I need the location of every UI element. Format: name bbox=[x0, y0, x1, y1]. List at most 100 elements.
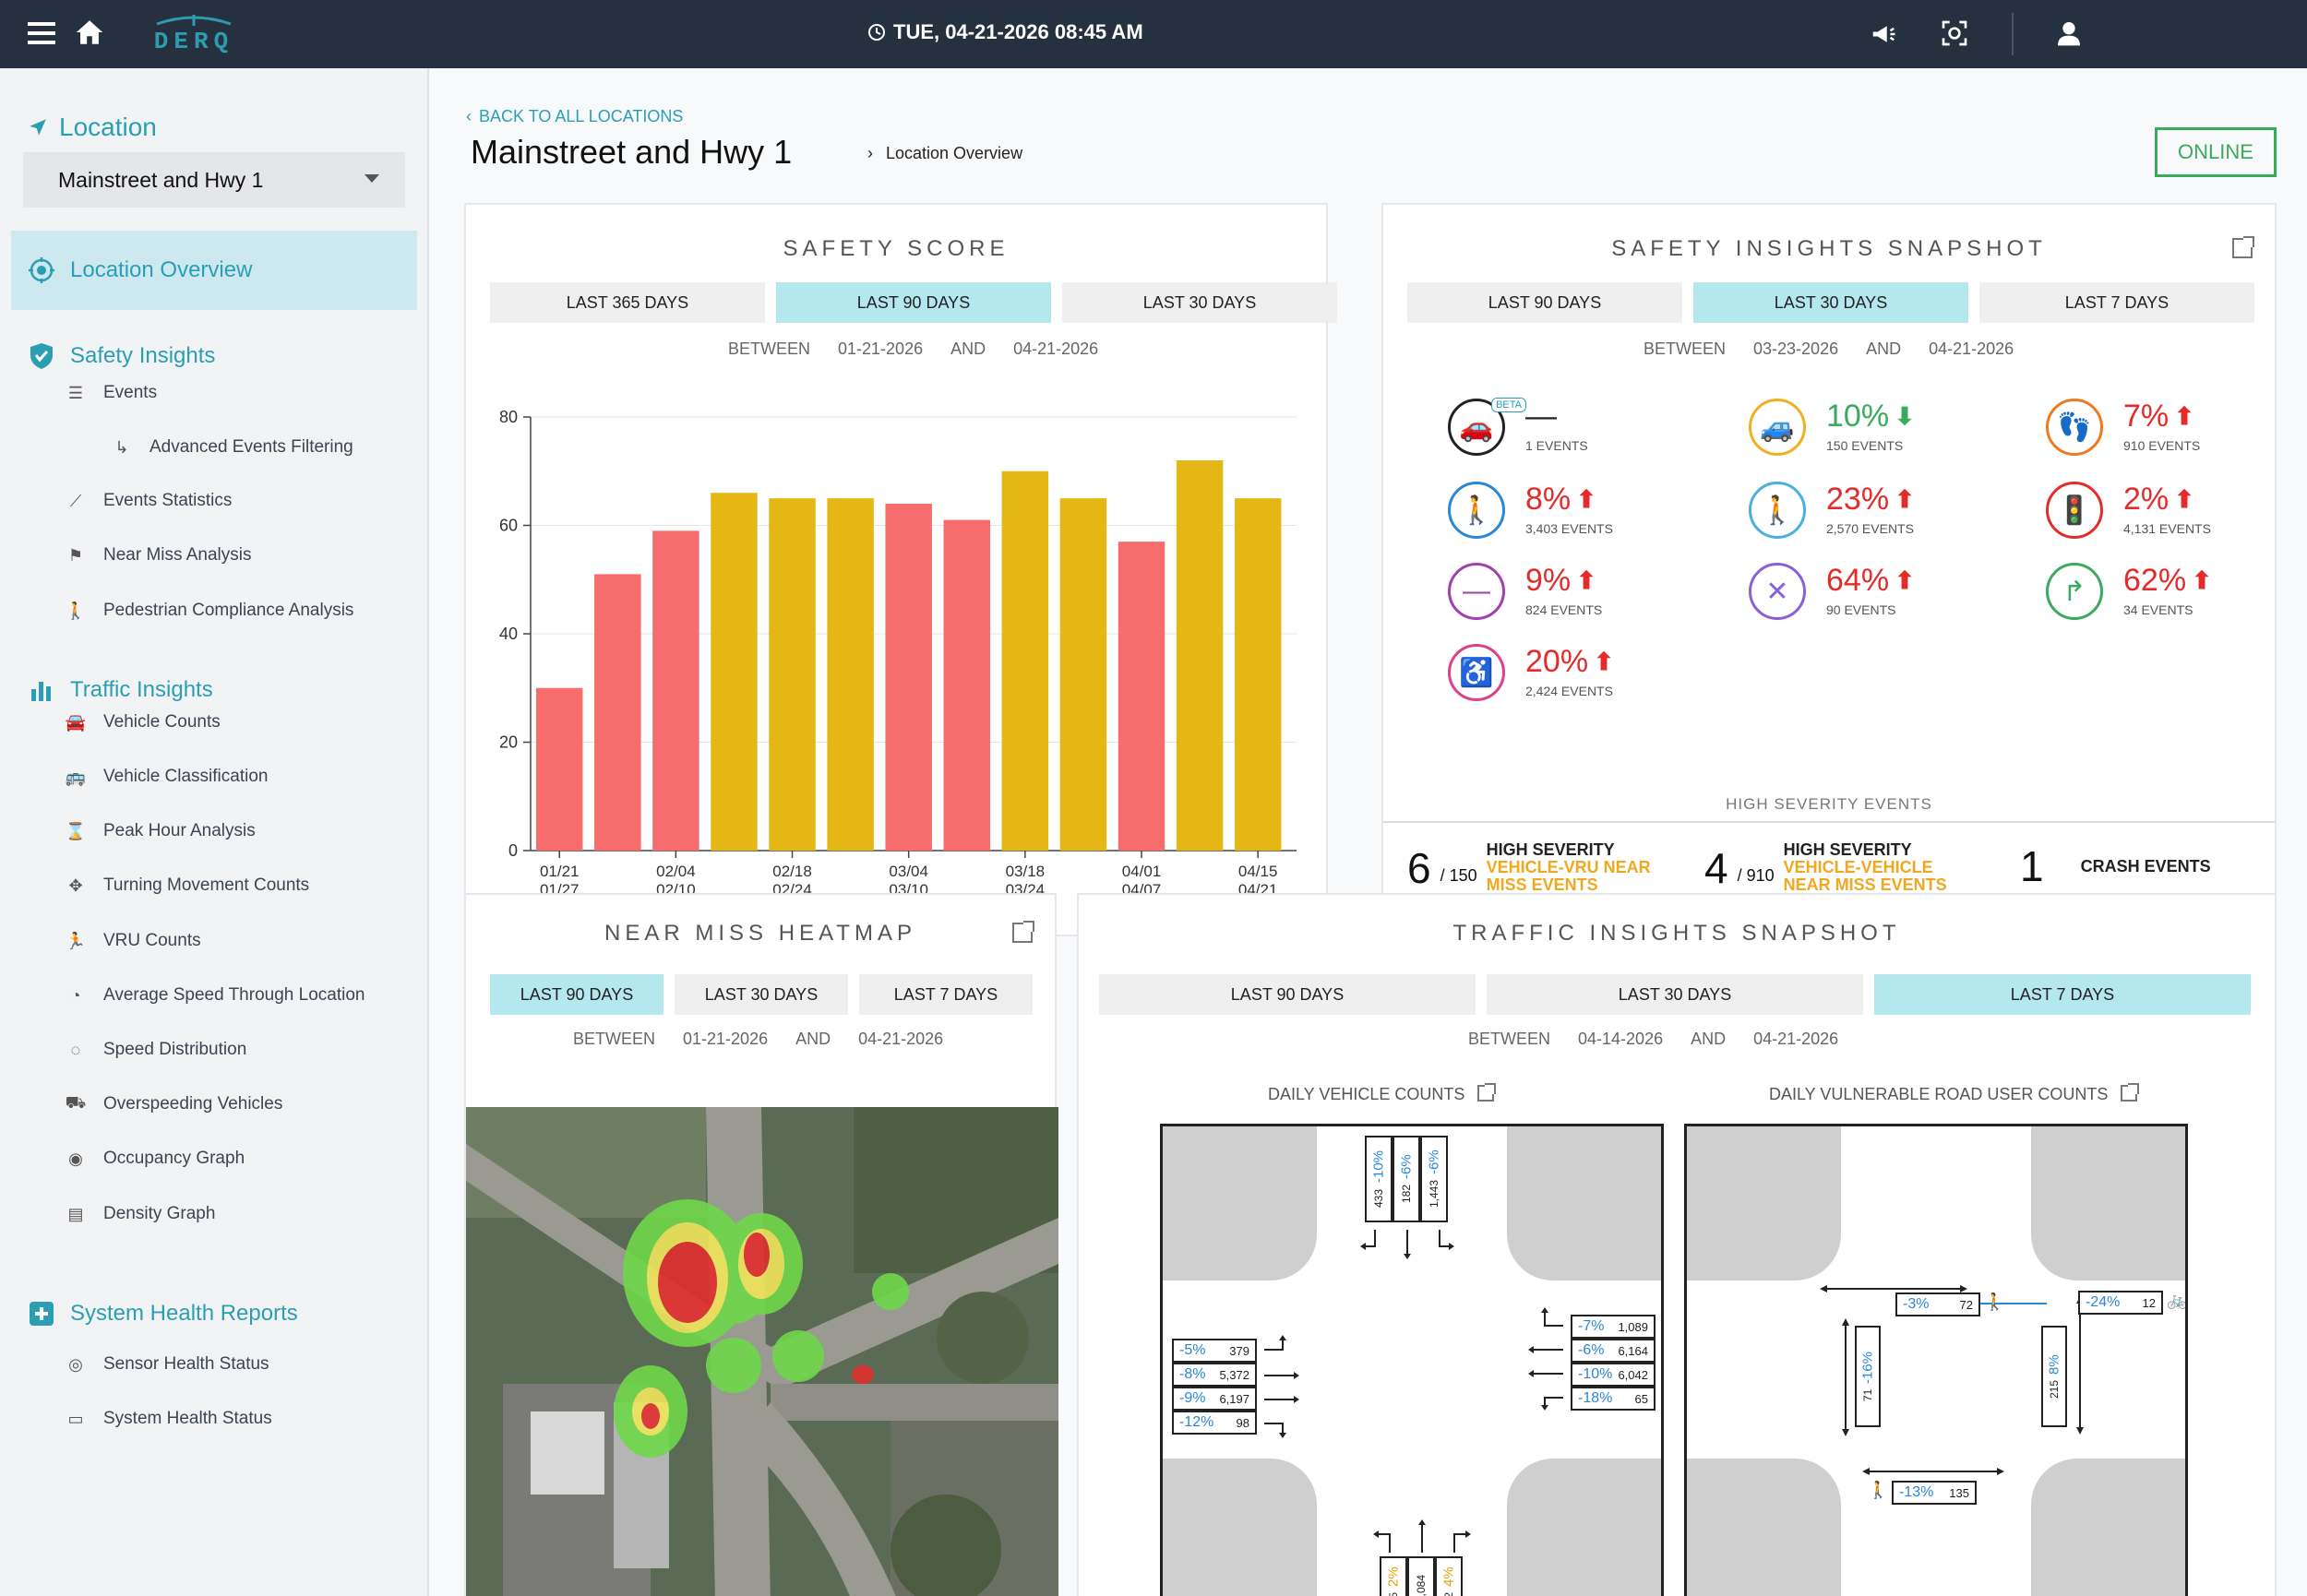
tab-last-30-days[interactable]: LAST 30 DAYS bbox=[1062, 282, 1337, 323]
nav-safety-insights[interactable]: Safety Insights bbox=[11, 338, 417, 375]
chart-bar bbox=[711, 493, 758, 851]
tab-last-30-days[interactable]: LAST 30 DAYS bbox=[1693, 282, 1968, 323]
nav-vehicle-counts[interactable]: 🚘 Vehicle Counts bbox=[65, 711, 221, 733]
vehicle-label-line3: NEAR MISS EVENTS bbox=[1783, 875, 1947, 894]
bicycle-icon: 🚲 bbox=[2167, 1291, 2188, 1309]
speedometer-icon: ◔ bbox=[70, 985, 81, 1005]
no-entry-icon: — bbox=[1448, 563, 1505, 620]
nav-system-health-reports[interactable]: System Health Reports bbox=[11, 1295, 417, 1332]
breadcrumb-label: Location Overview bbox=[886, 144, 1023, 162]
nav-near-miss-analysis[interactable]: ⚑ Near Miss Analysis bbox=[65, 544, 252, 566]
west-lane-3-count: 6,197 bbox=[1219, 1391, 1249, 1406]
tab-last-90-days[interactable]: LAST 90 DAYS bbox=[1099, 974, 1476, 1015]
south-turn-arrows-icon bbox=[1373, 1519, 1471, 1553]
safety-insight-events: 2,424 EVENTS bbox=[1525, 684, 1613, 698]
nav-occupancy-graph[interactable]: ◉ Occupancy Graph bbox=[65, 1148, 245, 1170]
arrow-up-icon: ⬆ bbox=[2174, 485, 2194, 513]
safety-insight-item[interactable]: 👣 7% ⬆ 910 EVENTS bbox=[2046, 399, 2200, 456]
safety-insight-events: 910 EVENTS bbox=[2123, 438, 2201, 453]
tab-last-365-days[interactable]: LAST 365 DAYS bbox=[490, 282, 765, 323]
tab-last-90-days[interactable]: LAST 90 DAYS bbox=[776, 282, 1051, 323]
tab-last-7-days[interactable]: LAST 7 DAYS bbox=[859, 974, 1033, 1015]
nav-density-graph[interactable]: ▤ Density Graph bbox=[65, 1203, 215, 1225]
safety-insight-item[interactable]: 🚙 10% ⬇ 150 EVENTS bbox=[1749, 399, 1915, 456]
safety-insight-item[interactable]: 🚦 2% ⬆ 4,131 EVENTS bbox=[2046, 482, 2211, 539]
safety-insight-item[interactable]: 🚶 23% ⬆ 2,570 EVENTS bbox=[1749, 482, 1915, 539]
safety-insight-item[interactable]: ↱ 62% ⬆ 34 EVENTS bbox=[2046, 563, 2212, 620]
nav-overspeeding-vehicles[interactable]: ⛟ Overspeeding Vehicles bbox=[65, 1093, 283, 1115]
nav-average-speed-label: Average Speed Through Location bbox=[103, 985, 365, 1005]
safety-insight-item[interactable]: 🚶 8% ⬆ 3,403 EVENTS bbox=[1448, 482, 1613, 539]
safety-insight-text: 9% ⬆ 824 EVENTS bbox=[1525, 563, 1602, 617]
nav-vehicle-classification[interactable]: 🚌 Vehicle Classification bbox=[65, 766, 269, 788]
megaphone-icon[interactable] bbox=[1870, 20, 1897, 48]
external-link-icon[interactable] bbox=[2232, 236, 2254, 258]
safety-insight-item[interactable]: 🚗 BETA — 1 EVENTS bbox=[1448, 398, 1588, 456]
tab-last-90-days[interactable]: LAST 90 DAYS bbox=[1407, 282, 1682, 323]
crash-events[interactable]: 1 CRASH EVENTS bbox=[2020, 841, 2211, 891]
external-link-icon[interactable] bbox=[2121, 1083, 2140, 1102]
nav-system-health-status-label: System Health Status bbox=[103, 1409, 272, 1428]
corner-block bbox=[2031, 1459, 2185, 1596]
dial-icon: ◌ bbox=[70, 1040, 81, 1059]
safety-insight-item[interactable]: ♿ 20% ⬆ 2,424 EVENTS bbox=[1448, 644, 1614, 701]
nav-overspeeding-vehicles-label: Overspeeding Vehicles bbox=[103, 1094, 283, 1114]
safety-score-title: SAFETY SCORE bbox=[783, 236, 1010, 261]
high-severity-vehicle[interactable]: 4 / 910 HIGH SEVERITY VEHICLE-VEHICLE NE… bbox=[1704, 841, 1947, 894]
walking-person-icon: 🚶 bbox=[65, 601, 87, 620]
vru-label-line2: VEHICLE-VRU NEAR bbox=[1486, 858, 1651, 876]
nav-events[interactable]: ☰ Events bbox=[65, 382, 157, 404]
nav-turning-movement-counts[interactable]: ✥ Turning Movement Counts bbox=[65, 875, 309, 897]
focus-icon[interactable] bbox=[1940, 18, 1969, 48]
tab-last-90-days[interactable]: LAST 90 DAYS bbox=[490, 974, 663, 1015]
nav-location-overview[interactable]: Location Overview bbox=[11, 231, 417, 310]
high-severity-vru[interactable]: 6 / 150 HIGH SEVERITY VEHICLE-VRU NEAR M… bbox=[1407, 841, 1651, 894]
heatmap-map[interactable] bbox=[466, 1107, 1058, 1596]
menu-icon[interactable] bbox=[28, 22, 55, 44]
location-dropdown[interactable]: Mainstreet and Hwy 1 bbox=[23, 152, 405, 208]
date-to: 04-21-2026 bbox=[1753, 1030, 1839, 1048]
vru-mid-pct: 8% bbox=[2046, 1354, 2062, 1375]
nav-peak-hour-analysis[interactable]: ⌛ Peak Hour Analysis bbox=[65, 820, 256, 842]
arrow-up-icon: ⬆ bbox=[1895, 566, 1915, 594]
nav-vru-counts[interactable]: 🏃 VRU Counts bbox=[65, 930, 201, 952]
south-lane-1-count: 135 bbox=[1387, 1592, 1400, 1596]
corner-block bbox=[1507, 1126, 1661, 1280]
external-link-icon[interactable] bbox=[1012, 921, 1034, 943]
logo[interactable]: DERQ bbox=[138, 13, 249, 55]
nav-system-health-status[interactable]: ▭ System Health Status bbox=[65, 1408, 272, 1430]
home-icon[interactable] bbox=[74, 17, 105, 48]
west-lane-count: -9% 6,197 bbox=[1172, 1387, 1257, 1411]
vehicle-count: 4 bbox=[1704, 843, 1728, 892]
external-link-icon[interactable] bbox=[1477, 1083, 1497, 1102]
tab-last-30-days[interactable]: LAST 30 DAYS bbox=[1487, 974, 1863, 1015]
nav-advanced-events-filtering[interactable]: ↳ Advanced Events Filtering bbox=[111, 436, 353, 459]
back-link[interactable]: ‹ BACK TO ALL LOCATIONS bbox=[466, 107, 683, 126]
vru-left-count-value: 71 bbox=[1861, 1388, 1874, 1402]
safety-insight-item[interactable]: ✕ 64% ⬆ 90 EVENTS bbox=[1749, 563, 1915, 620]
nav-sensor-health-status[interactable]: ◎ Sensor Health Status bbox=[65, 1353, 269, 1376]
high-severity-header: HIGH SEVERITY EVENTS bbox=[1726, 795, 1932, 813]
safety-score-tabs: LAST 365 DAYS LAST 90 DAYS LAST 30 DAYS bbox=[490, 282, 1337, 323]
tab-last-7-days[interactable]: LAST 7 DAYS bbox=[1979, 282, 2254, 323]
nav-events-statistics[interactable]: ⟋ Events Statistics bbox=[65, 490, 233, 512]
nav-traffic-insights[interactable]: Traffic Insights bbox=[11, 672, 417, 709]
safety-insight-pct: 2% ⬆ bbox=[2123, 482, 2211, 518]
safety-insight-pct-value: 10% bbox=[1826, 399, 1890, 434]
north-turn-arrows-icon bbox=[1360, 1230, 1454, 1259]
safety-insight-item[interactable]: — 9% ⬆ 824 EVENTS bbox=[1448, 563, 1602, 620]
cross-icon: ✕ bbox=[1749, 563, 1806, 620]
nav-speed-distribution[interactable]: ◌ Speed Distribution bbox=[65, 1039, 247, 1061]
tab-last-30-days[interactable]: LAST 30 DAYS bbox=[675, 974, 848, 1015]
vru-right-count: -24% 12 bbox=[2078, 1291, 2163, 1315]
safety-insight-text: 20% ⬆ 2,424 EVENTS bbox=[1525, 644, 1614, 698]
safety-insight-text: 23% ⬆ 2,570 EVENTS bbox=[1826, 482, 1915, 536]
user-icon[interactable] bbox=[2054, 18, 2084, 48]
east-lane-3-pct: -10% bbox=[1578, 1366, 1613, 1382]
vru-counts-label: DAILY VULNERABLE ROAD USER COUNTS bbox=[1769, 1085, 2109, 1103]
x-tick-label: 04/15 bbox=[1238, 863, 1278, 880]
nav-average-speed[interactable]: ◔ Average Speed Through Location bbox=[65, 984, 365, 1006]
safety-insights-title: SAFETY INSIGHTS SNAPSHOT bbox=[1611, 236, 2047, 261]
tab-last-7-days[interactable]: LAST 7 DAYS bbox=[1874, 974, 2251, 1015]
nav-pedestrian-compliance[interactable]: 🚶 Pedestrian Compliance Analysis bbox=[65, 600, 354, 622]
